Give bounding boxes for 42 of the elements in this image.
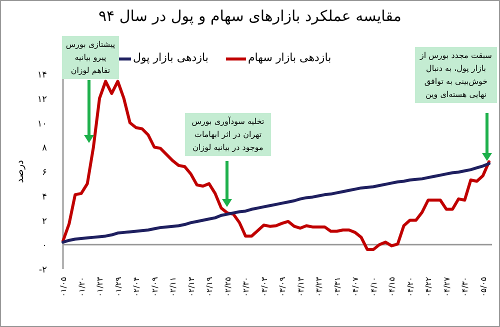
x-tick-label: ۰۱/۲۰ [77, 277, 86, 297]
legend-label: بازدهی بازار پول [133, 51, 208, 64]
y-tick-label: ۱۲ [37, 94, 48, 105]
x-tick-label: ۰۵/۰۵ [478, 277, 488, 297]
x-tick-label: ۰۲/۳۰ [242, 277, 251, 297]
y-tick-label: ۰ [42, 241, 47, 252]
x-tick-label: ۰۳/۰۳ [260, 276, 269, 297]
x-tick-label: ۰۲/۲۵ [223, 277, 232, 297]
y-tick-label: ۱۰ [37, 119, 47, 130]
legend-label: بازدهی بازار سهام [248, 51, 332, 64]
annotation: پیشتازی بورس پیرو بیانیه تفاهم لوزان [62, 36, 119, 79]
x-tick-label: ۰۲/۰۹ [150, 277, 160, 297]
x-tick-label: ۰۳/۳۱ [332, 277, 342, 297]
y-axis-title: درصد [15, 160, 26, 184]
chart-title: مقایسه عملکرد بازارهای سهام و پول در سال ۹۴ [98, 7, 402, 25]
x-tick-label: ۰۲/۱۳ [186, 276, 196, 297]
y-tick-label: ۴ [42, 192, 48, 202]
x-tick-label: ۰۴/۲۷ [442, 276, 452, 297]
annotation: تخلیه سودآوری بورس تهران در اثر ابهامات موجود در بیانیه لوزان [185, 113, 271, 156]
x-tick-label: ۰۲/۱۱ [168, 277, 178, 297]
x-tick-label: ۰۴/۳۰ [460, 277, 470, 297]
y-tick-label: -۲ [38, 266, 48, 276]
x-tick-label: ۰۴/۱۵ [388, 277, 397, 297]
x-tick-label: ۰۳/۰۹ [278, 277, 288, 297]
x-tick-label: ۰۳/۲۳ [314, 276, 324, 297]
annotation: سبقت مجدد بورس از بازار پول، به دنبال خوش‌بینی به توافق نهایی هسته‌ای وین [415, 47, 497, 103]
x-tick-label: ۰۱/۲۳ [96, 276, 105, 297]
y-tick-label: ۸ [42, 144, 48, 154]
x-tick-label: ۰۱/۲۹ [114, 277, 123, 297]
line-series [62, 162, 490, 244]
x-tick-label: ۰۳/۱۳ [296, 276, 306, 297]
x-tick-label: ۰۴/۱۰ [369, 277, 378, 297]
x-tick-label: ۰۲/۰۴ [132, 277, 142, 297]
line-series [62, 80, 490, 251]
x-tick-label: ۰۱/۰۵ [59, 277, 68, 297]
y-tick-label: ۲ [42, 216, 48, 227]
y-tick-label: ۶ [42, 168, 48, 178]
x-tick-label: ۰۴/۰۷ [351, 276, 360, 297]
x-tick-label: ۰۲/۱۹ [205, 277, 214, 297]
x-tick-label: ۰۴/۲۲ [424, 277, 434, 297]
x-tick-label: ۰۴/۲۰ [406, 277, 415, 297]
y-tick-label: ۱۴ [37, 70, 48, 80]
